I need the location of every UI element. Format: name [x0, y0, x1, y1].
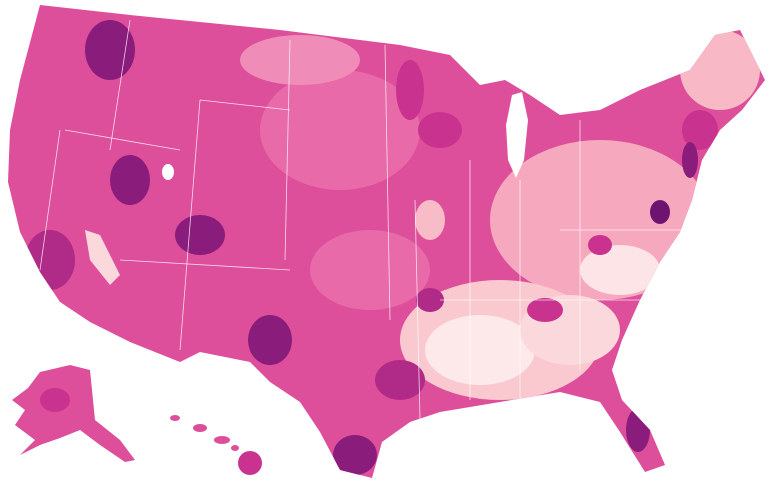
region — [682, 142, 698, 178]
region — [110, 155, 150, 205]
region — [425, 315, 535, 385]
island — [193, 424, 207, 432]
lake — [506, 92, 528, 178]
region — [418, 112, 462, 148]
region — [248, 315, 292, 365]
region — [416, 288, 444, 312]
region — [85, 230, 120, 285]
region — [333, 435, 377, 475]
region — [240, 35, 360, 85]
island — [214, 436, 230, 444]
region — [527, 298, 563, 322]
region — [25, 230, 75, 290]
region — [396, 60, 424, 120]
region — [175, 215, 225, 255]
region — [40, 388, 70, 412]
region — [626, 408, 650, 452]
state-borders — [39, 19, 700, 421]
region — [682, 110, 718, 150]
island — [238, 451, 262, 475]
region — [12, 365, 135, 462]
lake — [162, 164, 174, 180]
region — [375, 360, 425, 400]
alaska — [12, 365, 135, 462]
region — [680, 30, 760, 110]
island — [170, 415, 180, 421]
region — [580, 245, 660, 295]
island — [231, 445, 239, 451]
region — [310, 230, 430, 310]
region — [588, 235, 612, 255]
region — [85, 20, 135, 80]
region — [415, 200, 445, 240]
hawaii — [170, 415, 262, 475]
region — [260, 70, 420, 190]
region — [650, 200, 670, 224]
